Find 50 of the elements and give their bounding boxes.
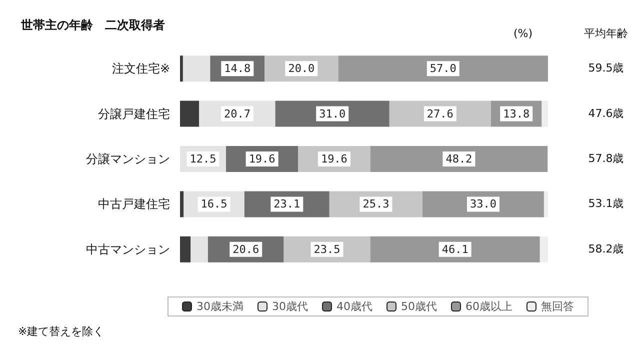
y-tick-label: 分譲戸建住宅: [98, 106, 170, 121]
text: 59.5歳: [588, 62, 624, 75]
legend-label: 60歳以上: [465, 300, 512, 313]
bar: [180, 191, 184, 218]
text: (%): [513, 27, 533, 40]
bar: [180, 56, 183, 82]
bar: [542, 100, 548, 127]
data-label: 16.5: [200, 198, 228, 211]
data-label: 25.3: [362, 198, 390, 211]
bar: [190, 236, 208, 262]
data-label: 20.6: [232, 242, 260, 256]
text: 53.1歳: [588, 197, 624, 210]
bar: [180, 236, 191, 262]
text: 58.2歳: [588, 242, 624, 256]
bar: [180, 100, 200, 127]
data-label: 57.0: [430, 62, 456, 76]
legend-label: 40歳代: [336, 300, 372, 313]
data-label: 46.1: [442, 242, 468, 256]
data-label: 20.0: [288, 62, 315, 76]
data-label: 23.5: [314, 242, 340, 256]
legend-label: 50歳代: [400, 300, 437, 313]
data-label: 20.7: [224, 107, 250, 120]
bar: [182, 56, 210, 82]
data-label: 33.0: [470, 198, 496, 211]
y-tick-label: 注文住宅※: [112, 62, 170, 76]
chart-title: 世帯主の年齢 二次取得者: [20, 18, 165, 32]
data-label: 14.8: [224, 62, 251, 76]
data-label: 31.0: [319, 107, 346, 120]
y-tick-label: 中古マンション: [86, 242, 170, 256]
bar: [370, 146, 548, 172]
text: 平均年齢: [584, 27, 628, 40]
legend-label: 30歳未満: [196, 300, 244, 313]
data-label: 12.5: [190, 152, 216, 166]
bar: [544, 191, 548, 218]
data-label: 27.6: [426, 107, 454, 120]
y-tick-label: 分譲マンション: [86, 152, 170, 166]
text: ※建て替えを除く: [18, 325, 104, 338]
data-label: 19.6: [320, 152, 348, 166]
legend-label: 無回答: [540, 300, 574, 313]
data-label: 19.6: [248, 152, 276, 166]
data-label: 48.2: [446, 152, 472, 166]
text: 47.6歳: [588, 106, 624, 120]
y-tick-label: 中古戸建住宅: [98, 197, 170, 212]
bar: [338, 56, 548, 82]
legend-label: 30歳代: [272, 300, 308, 313]
data-label: 13.8: [503, 107, 530, 120]
data-label: 23.1: [274, 198, 300, 211]
bar: [540, 236, 548, 262]
bar: [370, 236, 540, 262]
text: 57.8歳: [588, 152, 624, 165]
